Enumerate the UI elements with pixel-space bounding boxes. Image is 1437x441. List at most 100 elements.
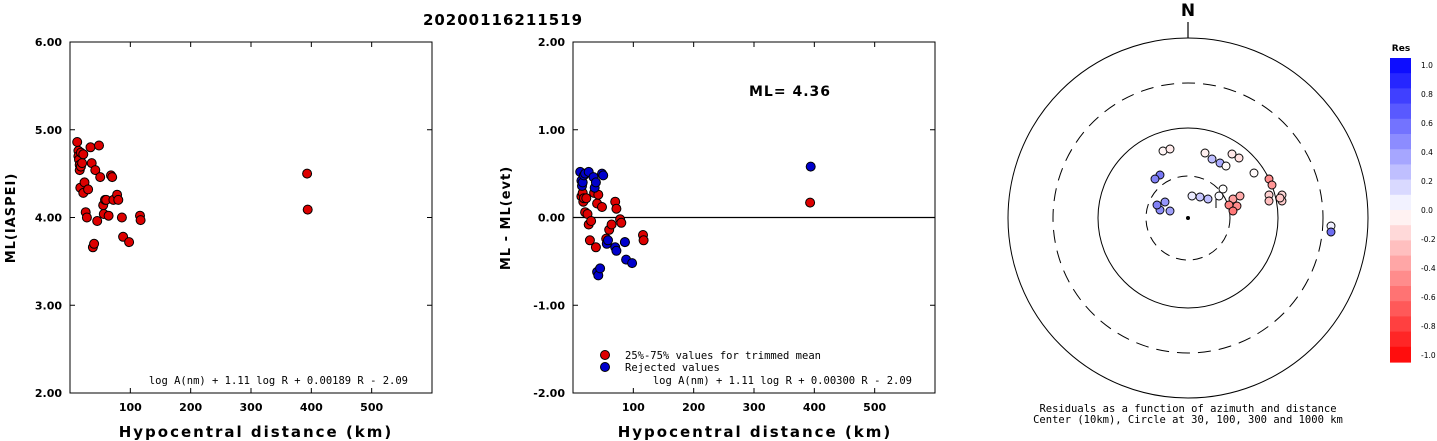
x-tick-label: 100	[622, 401, 645, 414]
station-residual-marker	[1200, 148, 1210, 158]
plot2-points	[575, 161, 816, 281]
station-residual-marker	[1326, 227, 1336, 237]
residual-point-accepted	[597, 202, 607, 212]
ml-point	[103, 210, 114, 221]
station-residual-marker	[1275, 193, 1285, 203]
plot-ml-residual: ML - ML(evt) Hypocentral distance (km) M…	[499, 36, 936, 441]
x-tick-label: 200	[682, 401, 705, 414]
ml-point	[83, 184, 94, 195]
residual-point-accepted	[616, 217, 627, 228]
station-residual-marker	[1234, 153, 1244, 163]
legend-marker-rejected	[600, 362, 610, 372]
ml-point	[95, 172, 106, 183]
ml-point	[77, 158, 88, 169]
colorbar-swatch	[1390, 149, 1411, 165]
residual-point-rejected	[598, 170, 609, 181]
x-tick-label: 300	[743, 401, 766, 414]
station-residual-marker	[1152, 200, 1162, 210]
station-residual-marker	[1160, 197, 1170, 207]
station-residual-marker	[1187, 191, 1197, 201]
legend-label-rejected: Rejected values	[625, 362, 720, 374]
y-tick-label: 0.00	[538, 212, 565, 225]
x-tick-label: 400	[803, 401, 826, 414]
caption-line1: Residuals as a function of azimuth and d…	[1039, 403, 1336, 415]
residual-point-accepted	[611, 203, 622, 214]
colorbar-tick-label: -0.2	[1421, 235, 1436, 244]
colorbar-tick-label: -0.6	[1421, 293, 1436, 302]
plot1-formula: log A(nm) + 1.11 log R + 0.00189 R - 2.0…	[149, 375, 408, 387]
colorbar-swatch	[1390, 194, 1411, 211]
x-tick-label: 500	[863, 401, 886, 414]
ml-point	[78, 149, 89, 160]
station-residual-marker	[1235, 191, 1245, 201]
ml-point	[124, 237, 135, 248]
station-residual-marker	[1267, 180, 1277, 190]
colorbar-tick-label: -0.4	[1421, 264, 1436, 273]
azimuth-panel: N Residuals as a function of azimuth and…	[1007, 1, 1369, 426]
ml-point	[89, 238, 100, 249]
ml-point	[92, 216, 103, 226]
y-tick-label: -1.00	[533, 299, 565, 312]
y-tick-label: 1.00	[538, 124, 565, 137]
colorbar-swatch	[1390, 58, 1411, 74]
residual-point-accepted	[584, 235, 595, 246]
residual-point-rejected	[603, 235, 613, 246]
plot2-xlabel: Hypocentral distance (km)	[618, 423, 893, 441]
y-tick-label: 3.00	[35, 299, 62, 312]
x-tick-label: 500	[360, 401, 383, 414]
ml-point	[113, 194, 124, 205]
colorbar-labels: 1.0 0.8 0.6 0.4 0.2 0.0 -0.2 -0.4 -0.6 -0.8 -1.0	[1421, 61, 1436, 360]
y-tick-label: -2.00	[533, 387, 565, 400]
ml-point	[81, 212, 92, 223]
caption-line2: Center (10km), Circle at 30, 100, 300 an…	[1033, 414, 1343, 426]
plot1-ticks: 100 200 300 400 500 2.00 3.00 4.00 5.00 6.00	[35, 36, 432, 414]
ml-point	[135, 215, 146, 226]
colorbar-title: Res	[1392, 44, 1410, 54]
residual-point-accepted	[590, 242, 601, 253]
ml-point	[302, 204, 313, 215]
station-residual-marker	[1165, 144, 1175, 154]
colorbar-swatch	[1390, 346, 1411, 363]
colorbar-tick-label: -0.8	[1421, 322, 1436, 331]
station-residual-marker	[1218, 184, 1228, 194]
x-tick-label: 100	[119, 401, 142, 414]
ring-300km	[1052, 82, 1324, 354]
colorbar-tick-label: 0.4	[1421, 148, 1433, 157]
residual-point-rejected	[590, 177, 601, 188]
plot-ml-iaspei: ML(IASPEI) Hypocentral distance (km) log…	[4, 36, 433, 441]
colorbar-swatch	[1390, 179, 1411, 196]
station-residual-marker	[1165, 206, 1175, 216]
y-tick-label: 5.00	[35, 124, 62, 137]
polar-station-points	[1150, 144, 1336, 237]
y-tick-label: 6.00	[35, 36, 62, 49]
ml-point	[85, 142, 96, 153]
colorbar-swatch	[1390, 255, 1411, 272]
station-residual-marker	[1214, 191, 1224, 201]
ml-point	[116, 212, 127, 223]
colorbar-swatch	[1390, 73, 1411, 89]
colorbar-swatch	[1390, 210, 1411, 226]
residual-point-accepted	[586, 216, 597, 226]
colorbar-swatch	[1390, 301, 1411, 317]
colorbar-tick-label: 1.0	[1421, 61, 1433, 70]
figure-title: 20200116211519	[423, 11, 583, 29]
colorbar-swatch	[1390, 88, 1411, 105]
residual-point-accepted	[638, 235, 649, 246]
station-residual-marker	[1249, 168, 1259, 178]
plot1-ylabel: ML(IASPEI)	[4, 173, 19, 264]
residual-point-rejected	[595, 263, 606, 274]
legend-label-accepted: 25%-75% values for trimmed mean	[625, 350, 821, 362]
plot1-points	[72, 137, 313, 253]
station-residual-marker	[1150, 174, 1160, 184]
plot2-formula: log A(nm) + 1.11 log R + 0.00300 R - 2.0…	[653, 375, 912, 387]
x-tick-label: 400	[300, 401, 323, 414]
ring-30km	[1145, 175, 1231, 261]
ring-100km	[1097, 127, 1279, 309]
colorbar-swatch	[1390, 240, 1411, 257]
plot2-ylabel: ML - ML(evt)	[499, 166, 514, 270]
ml-point	[94, 140, 104, 151]
epicenter-dot	[1186, 216, 1190, 220]
colorbar-tick-label: -1.0	[1421, 351, 1436, 360]
station-residual-marker	[1227, 149, 1237, 159]
